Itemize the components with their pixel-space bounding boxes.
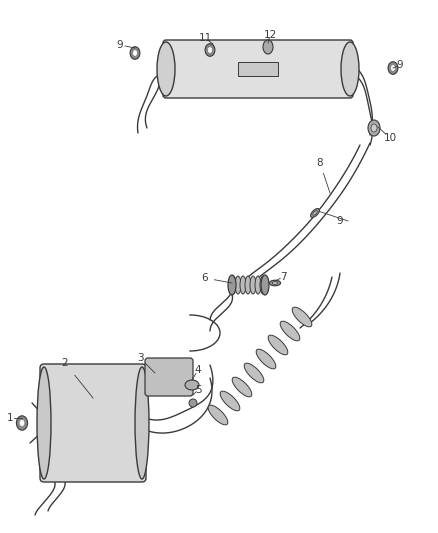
Ellipse shape: [311, 208, 319, 217]
Ellipse shape: [250, 276, 256, 294]
Ellipse shape: [272, 281, 278, 285]
Text: 6: 6: [201, 273, 208, 283]
Text: 5: 5: [194, 385, 201, 395]
Ellipse shape: [368, 120, 380, 136]
Ellipse shape: [255, 276, 261, 294]
Bar: [238, 62, 278, 76]
Ellipse shape: [230, 276, 236, 294]
Ellipse shape: [16, 416, 28, 430]
Ellipse shape: [232, 377, 252, 397]
Ellipse shape: [220, 391, 240, 411]
Ellipse shape: [245, 276, 251, 294]
Ellipse shape: [261, 275, 269, 295]
Ellipse shape: [157, 42, 175, 96]
FancyBboxPatch shape: [145, 358, 193, 396]
Text: 8: 8: [317, 158, 323, 168]
Ellipse shape: [133, 51, 137, 55]
Ellipse shape: [268, 335, 288, 355]
Text: 4: 4: [194, 365, 201, 375]
Ellipse shape: [280, 321, 300, 341]
Text: 3: 3: [137, 353, 143, 363]
Text: 9: 9: [117, 40, 124, 50]
Ellipse shape: [313, 211, 317, 215]
Ellipse shape: [269, 280, 281, 286]
Ellipse shape: [130, 47, 140, 59]
FancyBboxPatch shape: [163, 40, 353, 98]
Ellipse shape: [235, 276, 241, 294]
FancyBboxPatch shape: [40, 364, 146, 482]
Ellipse shape: [244, 363, 264, 383]
Text: 12: 12: [263, 30, 277, 40]
Ellipse shape: [341, 42, 359, 96]
Ellipse shape: [260, 276, 266, 294]
Text: 10: 10: [383, 133, 396, 143]
Ellipse shape: [263, 40, 273, 54]
Ellipse shape: [208, 405, 228, 425]
Ellipse shape: [391, 66, 395, 70]
Ellipse shape: [256, 349, 276, 369]
Ellipse shape: [205, 44, 215, 56]
Text: 9: 9: [397, 60, 403, 70]
Ellipse shape: [228, 275, 236, 295]
Text: 2: 2: [62, 358, 68, 368]
Text: 9: 9: [337, 216, 343, 226]
Text: 1: 1: [7, 413, 13, 423]
Ellipse shape: [292, 307, 312, 327]
Ellipse shape: [388, 62, 398, 74]
Text: 11: 11: [198, 33, 212, 43]
Ellipse shape: [189, 399, 197, 407]
Ellipse shape: [240, 276, 246, 294]
Ellipse shape: [185, 380, 199, 390]
Ellipse shape: [135, 367, 149, 479]
Ellipse shape: [371, 124, 377, 132]
Text: 7: 7: [280, 272, 286, 282]
Ellipse shape: [37, 367, 51, 479]
Ellipse shape: [208, 47, 212, 52]
Ellipse shape: [20, 420, 24, 426]
